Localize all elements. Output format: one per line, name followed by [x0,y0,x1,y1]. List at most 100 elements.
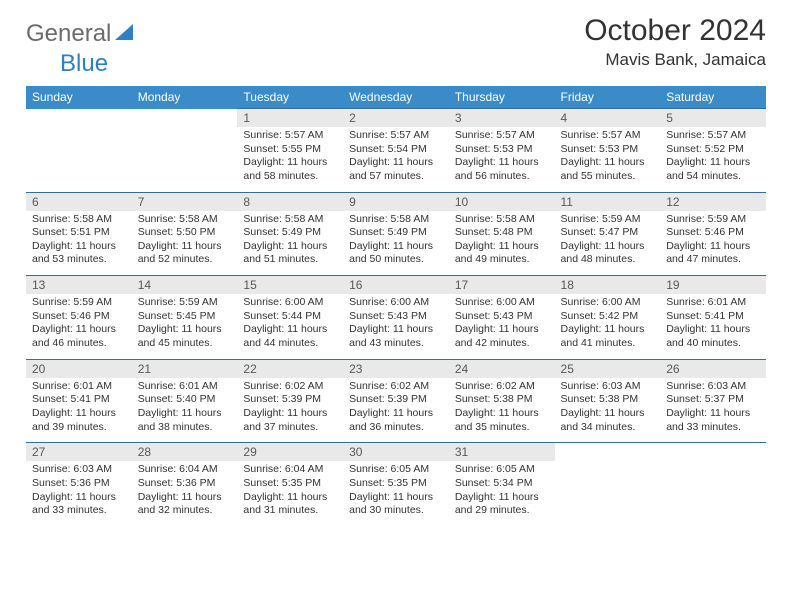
sunset-text: Sunset: 5:37 PM [666,393,760,407]
sunrise-text: Sunrise: 5:57 AM [666,129,760,143]
sunrise-text: Sunrise: 6:05 AM [455,463,549,477]
day-detail: Sunrise: 5:57 AMSunset: 5:53 PMDaylight:… [449,127,555,192]
daylight-text: Daylight: 11 hours and 31 minutes. [243,491,337,518]
day-detail: Sunrise: 6:02 AMSunset: 5:39 PMDaylight:… [237,378,343,443]
daylight-text: Daylight: 11 hours and 48 minutes. [561,240,655,267]
sunset-text: Sunset: 5:36 PM [32,477,126,491]
daylight-text: Daylight: 11 hours and 56 minutes. [455,156,549,183]
day-number: 13 [26,276,132,294]
sunset-text: Sunset: 5:41 PM [666,310,760,324]
day-number: 22 [237,360,343,378]
calendar-cell: 3Sunrise: 5:57 AMSunset: 5:53 PMDaylight… [449,109,555,193]
calendar-cell [132,109,238,193]
calendar-cell: 18Sunrise: 6:00 AMSunset: 5:42 PMDayligh… [555,276,661,360]
calendar-cell [660,443,766,526]
logo: General [26,14,137,48]
sunset-text: Sunset: 5:46 PM [666,226,760,240]
sunrise-text: Sunrise: 6:01 AM [666,296,760,310]
sunrise-text: Sunrise: 6:05 AM [349,463,443,477]
calendar-cell: 20Sunrise: 6:01 AMSunset: 5:41 PMDayligh… [26,359,132,443]
calendar-cell: 27Sunrise: 6:03 AMSunset: 5:36 PMDayligh… [26,443,132,526]
sunrise-text: Sunrise: 6:04 AM [138,463,232,477]
day-detail: Sunrise: 6:00 AMSunset: 5:43 PMDaylight:… [343,294,449,359]
sunset-text: Sunset: 5:45 PM [138,310,232,324]
calendar-cell: 15Sunrise: 6:00 AMSunset: 5:44 PMDayligh… [237,276,343,360]
calendar-cell: 4Sunrise: 5:57 AMSunset: 5:53 PMDaylight… [555,109,661,193]
calendar-cell: 16Sunrise: 6:00 AMSunset: 5:43 PMDayligh… [343,276,449,360]
logo-sail-icon [113,22,135,47]
sunrise-text: Sunrise: 6:00 AM [243,296,337,310]
day-detail: Sunrise: 5:58 AMSunset: 5:49 PMDaylight:… [343,211,449,276]
sunset-text: Sunset: 5:54 PM [349,143,443,157]
day-number: 9 [343,193,449,211]
calendar-cell: 28Sunrise: 6:04 AMSunset: 5:36 PMDayligh… [132,443,238,526]
day-detail: Sunrise: 6:01 AMSunset: 5:40 PMDaylight:… [132,378,238,443]
daylight-text: Daylight: 11 hours and 54 minutes. [666,156,760,183]
sunrise-text: Sunrise: 5:59 AM [666,213,760,227]
sunset-text: Sunset: 5:43 PM [349,310,443,324]
sunrise-text: Sunrise: 5:59 AM [561,213,655,227]
day-detail: Sunrise: 5:58 AMSunset: 5:51 PMDaylight:… [26,211,132,276]
day-detail: Sunrise: 5:59 AMSunset: 5:45 PMDaylight:… [132,294,238,359]
day-detail: Sunrise: 6:04 AMSunset: 5:35 PMDaylight:… [237,461,343,526]
day-number: 24 [449,360,555,378]
dow-tuesday: Tuesday [237,86,343,109]
day-number: 28 [132,443,238,461]
daylight-text: Daylight: 11 hours and 33 minutes. [666,407,760,434]
day-detail: Sunrise: 6:03 AMSunset: 5:37 PMDaylight:… [660,378,766,443]
sunrise-text: Sunrise: 6:00 AM [561,296,655,310]
sunset-text: Sunset: 5:48 PM [455,226,549,240]
day-number: 8 [237,193,343,211]
sunset-text: Sunset: 5:42 PM [561,310,655,324]
calendar-cell: 13Sunrise: 5:59 AMSunset: 5:46 PMDayligh… [26,276,132,360]
day-number: 4 [555,109,661,127]
daylight-text: Daylight: 11 hours and 40 minutes. [666,323,760,350]
sunrise-text: Sunrise: 5:58 AM [349,213,443,227]
daylight-text: Daylight: 11 hours and 58 minutes. [243,156,337,183]
sunset-text: Sunset: 5:34 PM [455,477,549,491]
daylight-text: Daylight: 11 hours and 55 minutes. [561,156,655,183]
sunset-text: Sunset: 5:43 PM [455,310,549,324]
sunset-text: Sunset: 5:47 PM [561,226,655,240]
calendar-table: Sunday Monday Tuesday Wednesday Thursday… [26,86,766,526]
sunrise-text: Sunrise: 6:00 AM [455,296,549,310]
sunset-text: Sunset: 5:49 PM [349,226,443,240]
calendar-cell: 21Sunrise: 6:01 AMSunset: 5:40 PMDayligh… [132,359,238,443]
day-detail: Sunrise: 5:58 AMSunset: 5:48 PMDaylight:… [449,211,555,276]
day-detail: Sunrise: 6:00 AMSunset: 5:43 PMDaylight:… [449,294,555,359]
logo-text-part2: Blue [60,50,108,77]
daylight-text: Daylight: 11 hours and 45 minutes. [138,323,232,350]
day-number: 25 [555,360,661,378]
sunrise-text: Sunrise: 5:59 AM [32,296,126,310]
calendar-cell: 19 Sunrise: 6:01 AMSunset: 5:41 PMDayligh… [660,276,766,360]
daylight-text: Daylight: 11 hours and 49 minutes. [455,240,549,267]
day-number: 19 [660,276,766,294]
daylight-text: Daylight: 11 hours and 52 minutes. [138,240,232,267]
calendar-cell: 9Sunrise: 5:58 AMSunset: 5:49 PMDaylight… [343,192,449,276]
day-detail: Sunrise: 6:00 AMSunset: 5:42 PMDaylight:… [555,294,661,359]
sunset-text: Sunset: 5:36 PM [138,477,232,491]
calendar-week: 6Sunrise: 5:58 AMSunset: 5:51 PMDaylight… [26,192,766,276]
sunset-text: Sunset: 5:49 PM [243,226,337,240]
day-number: 20 [26,360,132,378]
day-detail: Sunrise: 5:58 AMSunset: 5:49 PMDaylight:… [237,211,343,276]
day-detail: Sunrise: 5:57 AMSunset: 5:53 PMDaylight:… [555,127,661,192]
daylight-text: Daylight: 11 hours and 41 minutes. [561,323,655,350]
day-detail: Sunrise: 6:03 AMSunset: 5:38 PMDaylight:… [555,378,661,443]
calendar-cell: 12Sunrise: 5:59 AMSunset: 5:46 PMDayligh… [660,192,766,276]
daylight-text: Daylight: 11 hours and 53 minutes. [32,240,126,267]
calendar-cell [26,109,132,193]
daylight-text: Daylight: 11 hours and 37 minutes. [243,407,337,434]
sunset-text: Sunset: 5:39 PM [349,393,443,407]
sunset-text: Sunset: 5:52 PM [666,143,760,157]
day-detail: Sunrise: 5:58 AMSunset: 5:50 PMDaylight:… [132,211,238,276]
daylight-text: Daylight: 11 hours and 51 minutes. [243,240,337,267]
calendar-cell: 23Sunrise: 6:02 AMSunset: 5:39 PMDayligh… [343,359,449,443]
sunset-text: Sunset: 5:51 PM [32,226,126,240]
daylight-text: Daylight: 11 hours and 35 minutes. [455,407,549,434]
sunset-text: Sunset: 5:53 PM [561,143,655,157]
day-number: 15 [237,276,343,294]
sunrise-text: Sunrise: 5:58 AM [32,213,126,227]
day-detail: Sunrise: 5:59 AMSunset: 5:47 PMDaylight:… [555,211,661,276]
day-number: 14 [132,276,238,294]
